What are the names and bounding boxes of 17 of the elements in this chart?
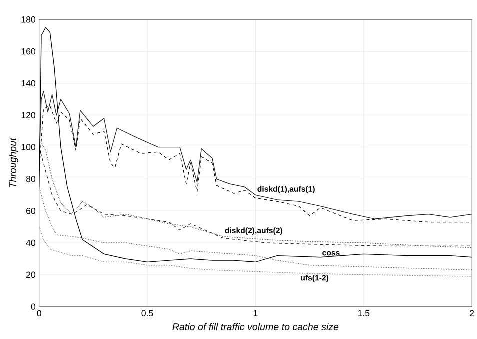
y-tick-label: 20 bbox=[26, 272, 36, 278]
x-tick-label: 0.5 bbox=[142, 310, 154, 316]
y-tick-label: 40 bbox=[26, 240, 36, 246]
y-tick-label: 60 bbox=[26, 208, 36, 214]
y-tick-label: 0 bbox=[31, 304, 36, 310]
y-tick-label: 80 bbox=[26, 176, 36, 182]
x-tick-label: 0 bbox=[37, 310, 42, 316]
x-tick-label: 2 bbox=[470, 310, 474, 316]
y-axis-title: Throughput bbox=[9, 138, 18, 188]
x-tick-label: 1 bbox=[254, 310, 258, 316]
x-tick-label: 1.5 bbox=[358, 310, 370, 316]
x-axis-title: Ratio of fill traffic volume to cache size bbox=[172, 323, 339, 330]
y-tick-label: 160 bbox=[22, 48, 36, 55]
y-tick-label: 180 bbox=[22, 16, 36, 23]
y-tick-label: 140 bbox=[22, 80, 36, 86]
y-tick-label: 100 bbox=[22, 144, 36, 150]
y-tick-label: 120 bbox=[22, 112, 36, 118]
